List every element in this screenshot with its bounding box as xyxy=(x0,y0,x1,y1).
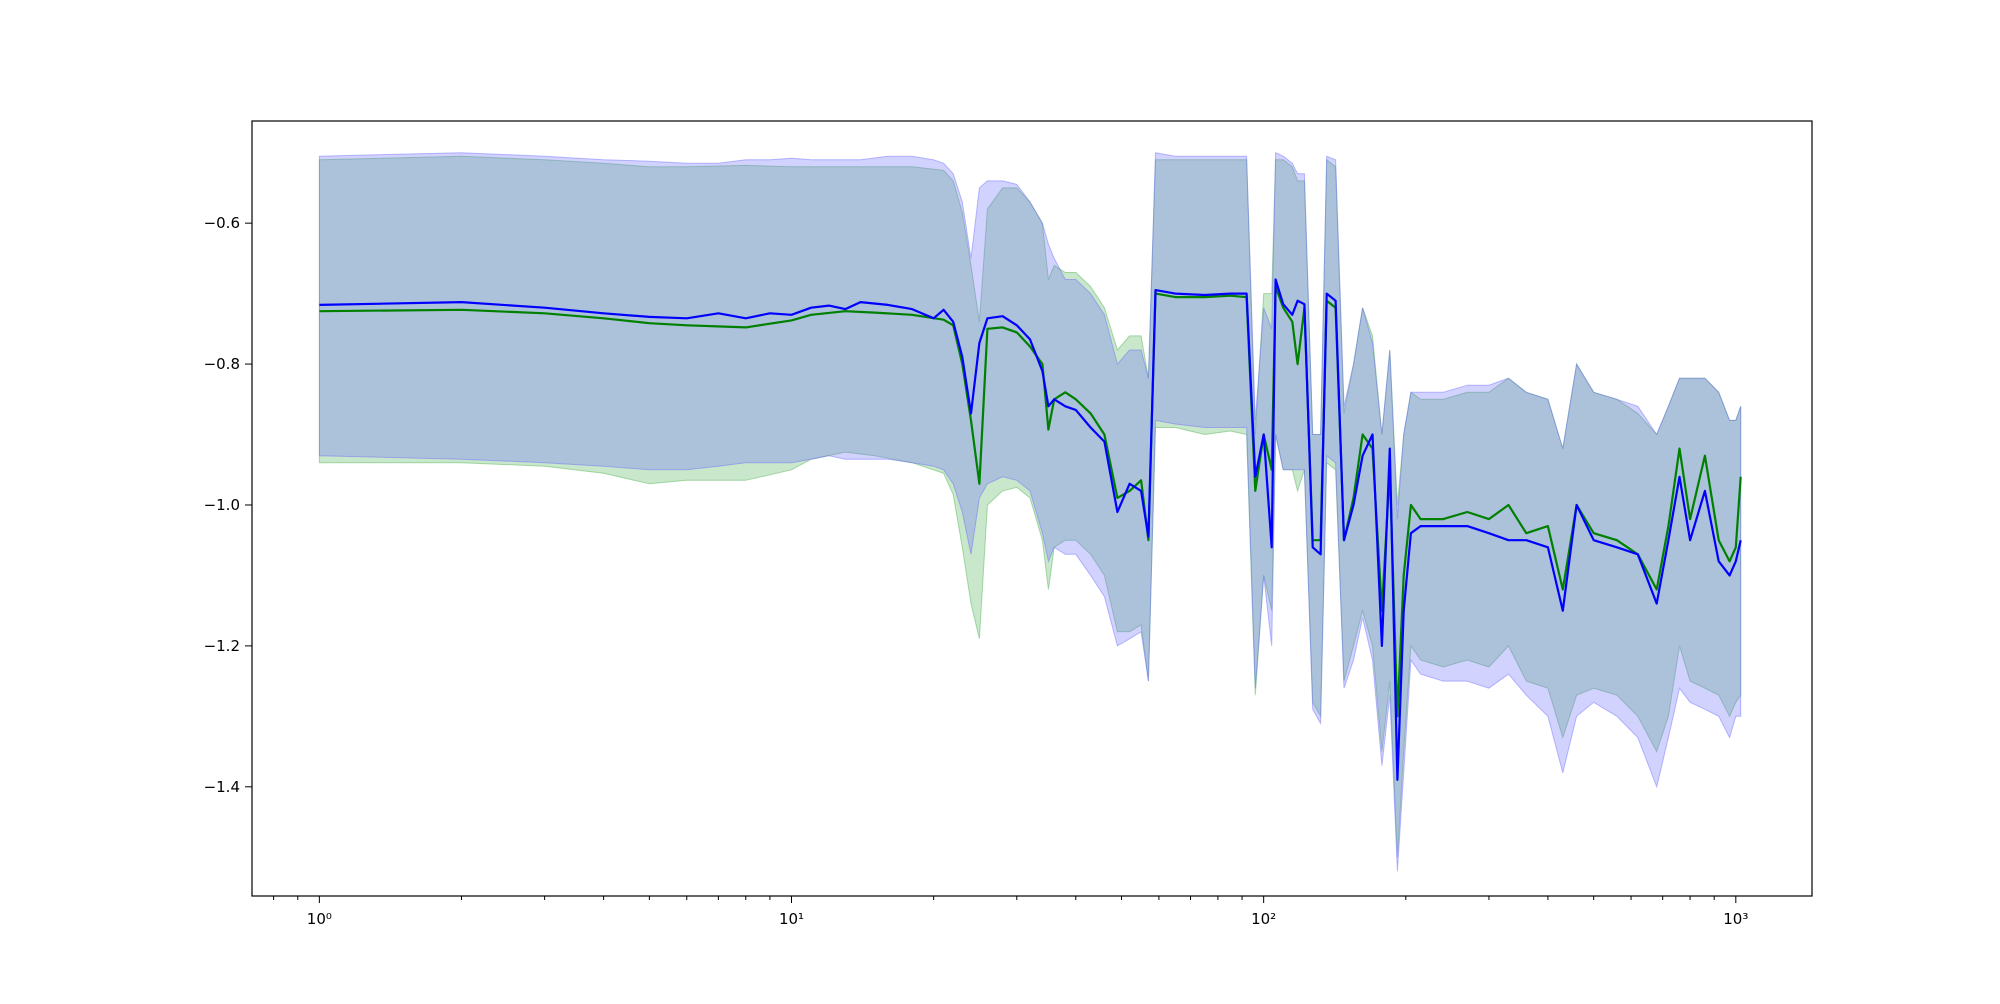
x-tick-label: 10² xyxy=(1251,910,1276,928)
line-series-2 xyxy=(319,278,1742,781)
y-axis: −0.6 −0.8 −1.0 −1.2 −1.4 xyxy=(204,214,252,796)
x-axis: 10⁰ 10¹ 10² 10³ xyxy=(273,896,1748,928)
x-tick-label: 10³ xyxy=(1723,910,1748,928)
band-series-1 xyxy=(318,155,1742,858)
x-tick-label: 10⁰ xyxy=(307,910,332,928)
band-series-2 xyxy=(318,151,1742,872)
plot-frame xyxy=(251,120,1813,897)
confidence-bands xyxy=(318,151,1742,872)
y-tick-label: −1.2 xyxy=(204,637,240,655)
y-tick-label: −1.0 xyxy=(204,496,240,514)
y-tick-label: −0.8 xyxy=(204,355,240,373)
series-lines xyxy=(319,278,1742,781)
x-tick-label: 10¹ xyxy=(779,910,804,928)
y-tick-label: −0.6 xyxy=(204,214,240,232)
y-tick-label: −1.4 xyxy=(204,778,240,796)
